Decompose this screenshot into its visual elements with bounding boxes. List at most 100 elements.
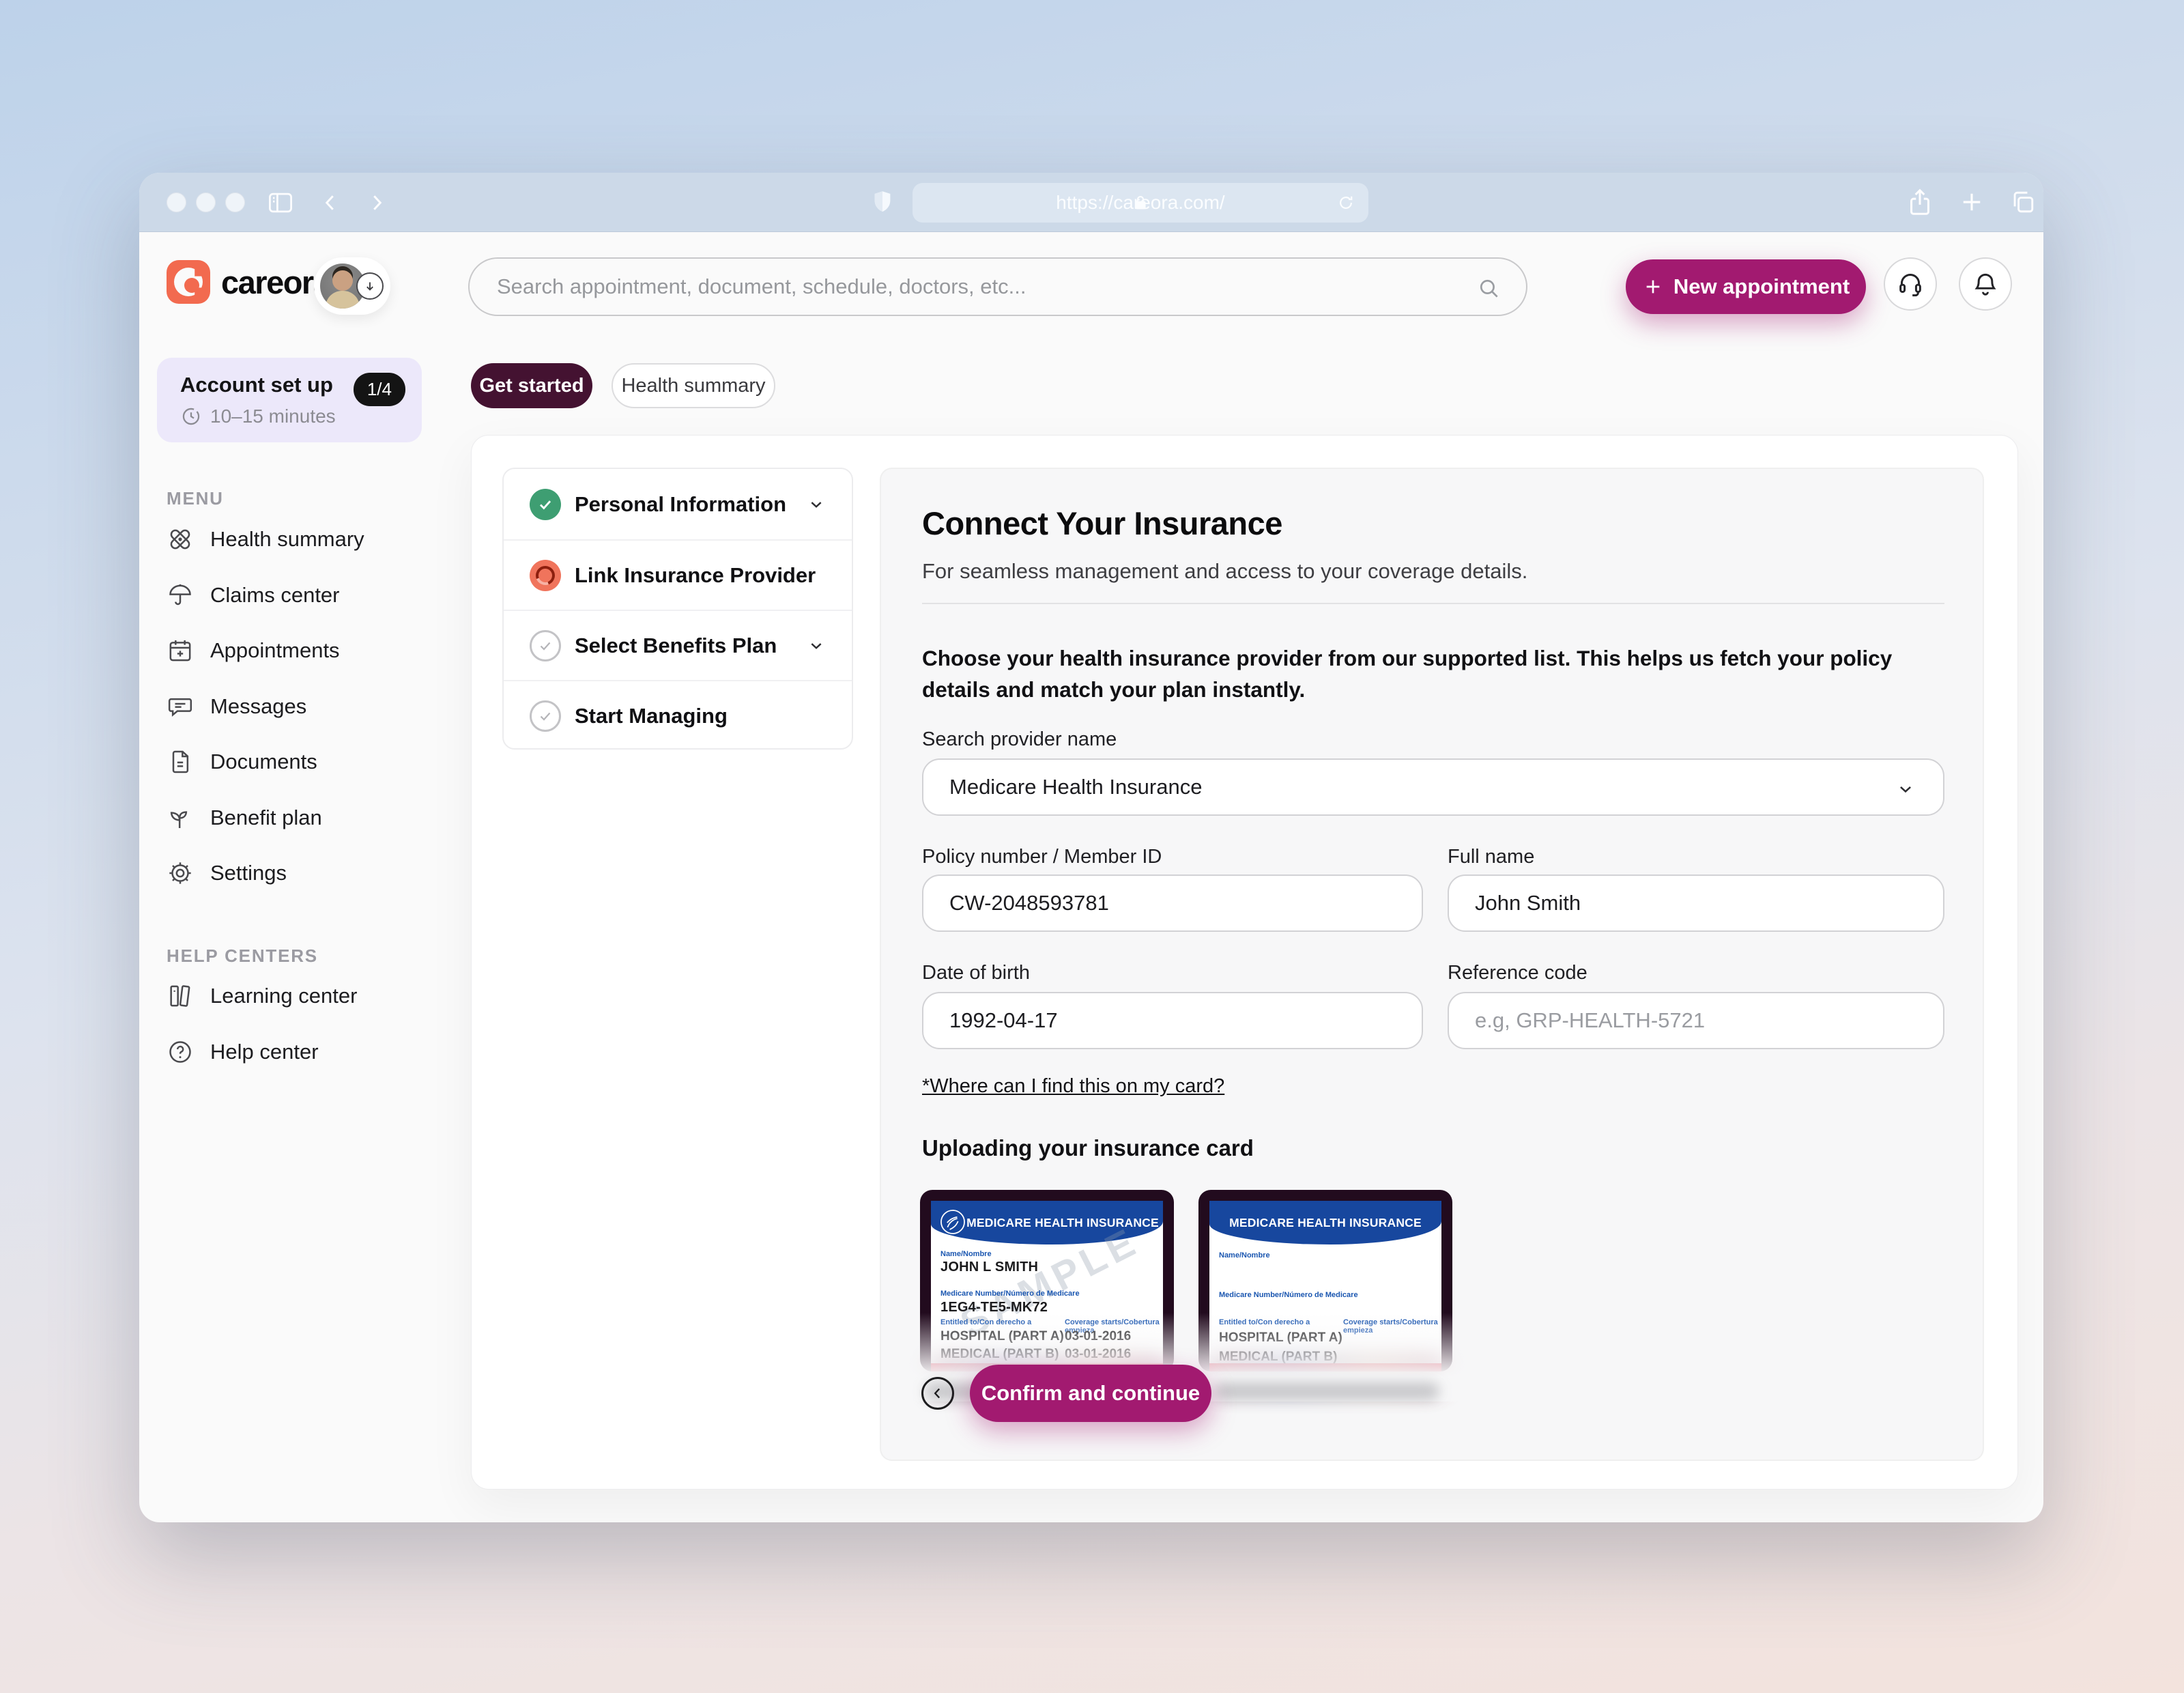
chevron-down-icon [1900, 786, 1911, 793]
form-subtitle: For seamless management and access to yo… [922, 559, 1528, 583]
new-appointment-label: New appointment [1673, 274, 1850, 298]
account-setup-card[interactable]: Account set up 1/4 10–15 minutes [157, 358, 422, 442]
browser-window: https://careora.com/ careora Search appo… [139, 173, 2043, 1522]
card-name-value: JOHN L SMITH [940, 1260, 1039, 1275]
hhs-eagle-icon [940, 1210, 965, 1234]
tab-label: Get started [479, 374, 584, 397]
back-step-button[interactable] [921, 1377, 954, 1410]
provider-select-value: Medicare Health Insurance [949, 775, 1203, 799]
bell-icon [1974, 273, 1996, 296]
plus-icon [1646, 280, 1660, 294]
sidebar-item-documents[interactable]: Documents [167, 735, 426, 789]
search-icon [1480, 279, 1498, 298]
sidebar-item-label: Help center [210, 1040, 319, 1064]
sidebar-item-label: Appointments [210, 638, 340, 662]
step-link-insurance-provider[interactable]: Link Insurance Provider [504, 539, 852, 610]
brand-logo-icon [167, 260, 210, 304]
refresh-icon[interactable] [1336, 193, 1356, 213]
help-section-label: HELP CENTERS [167, 945, 318, 966]
step-todo-icon [530, 629, 561, 661]
provider-select[interactable]: Medicare Health Insurance [922, 758, 1944, 816]
sidebar-item-label: Messages [210, 694, 307, 718]
notifications-button[interactable] [1959, 257, 2012, 311]
policy-number-label: Policy number / Member ID [922, 846, 1162, 868]
tab-health-summary[interactable]: Health summary [612, 363, 775, 408]
chevron-left-icon [934, 1388, 940, 1399]
step-label: Link Insurance Provider [575, 563, 816, 587]
sidebar-item-help-center[interactable]: Help center [167, 1025, 426, 1079]
global-search-input[interactable]: Search appointment, document, schedule, … [468, 257, 1527, 316]
step-label: Personal Information [575, 492, 787, 516]
reference-code-label: Reference code [1448, 962, 1587, 984]
brand-logo-text: careora [221, 264, 331, 300]
profile-caret-button[interactable] [356, 272, 384, 300]
tab-overview-icon[interactable] [2008, 187, 2038, 217]
medicare-card-title: MEDICARE HEALTH INSURANCE [966, 1215, 1159, 1229]
medicare-card-title: MEDICARE HEALTH INSURANCE [1229, 1215, 1422, 1229]
shield-icon[interactable] [868, 188, 897, 216]
card-number-value: 1EG4-TE5-MK72 [940, 1300, 1048, 1315]
dob-field[interactable] [922, 992, 1423, 1049]
chevron-down-icon[interactable] [805, 635, 827, 657]
traffic-light-minimize[interactable] [196, 193, 216, 212]
confirm-continue-label: Confirm and continue [981, 1381, 1201, 1405]
check-icon [539, 500, 551, 509]
menu-section-label: MENU [167, 488, 224, 509]
confirm-continue-button[interactable]: Confirm and continue [970, 1365, 1211, 1422]
full-name-field[interactable] [1448, 874, 1944, 932]
form-title: Connect Your Insurance [922, 505, 1282, 541]
lock-icon [1135, 195, 1146, 210]
chat-icon [168, 698, 192, 717]
sidebar-item-label: Settings [210, 861, 287, 885]
sidebar-item-learning-center[interactable]: Learning center [167, 969, 426, 1023]
sidebar-item-label: Documents [210, 750, 317, 773]
chevron-down-icon[interactable] [805, 494, 827, 515]
clock-icon [182, 408, 200, 425]
tab-label: Health summary [621, 374, 766, 397]
sidebar-item-benefit-plan[interactable]: Benefit plan [167, 791, 426, 845]
step-select-benefits-plan[interactable]: Select Benefits Plan [504, 610, 852, 680]
check-icon [540, 642, 551, 651]
form-instruction: Choose your health insurance provider fr… [922, 646, 1893, 702]
step-active-icon [530, 559, 561, 591]
step-personal-information[interactable]: Personal Information [504, 469, 852, 539]
support-button[interactable] [1884, 257, 1937, 311]
onboarding-panel: Personal Information Link Insurance Prov… [471, 435, 2018, 1490]
profile-menu[interactable] [314, 257, 390, 315]
step-start-managing[interactable]: Start Managing [504, 680, 852, 748]
share-icon[interactable] [1904, 186, 1936, 218]
plant-icon [170, 811, 188, 828]
reference-code-field[interactable] [1448, 992, 1944, 1049]
traffic-light-zoom[interactable] [225, 193, 245, 212]
traffic-light-close[interactable] [167, 193, 186, 212]
umbrella-icon [169, 584, 191, 606]
headset-icon [1899, 274, 1921, 297]
back-icon[interactable] [318, 190, 343, 215]
url-bar[interactable]: https://careora.com/ [913, 183, 1368, 223]
card-hint-link[interactable]: *Where can I find this on my card? [922, 1075, 1225, 1097]
forward-icon[interactable] [364, 190, 389, 215]
sidebar-item-health-summary[interactable]: Health summary [167, 512, 426, 567]
sidebar-item-label: Claims center [210, 583, 340, 607]
policy-number-field[interactable] [922, 874, 1423, 932]
new-tab-icon[interactable] [1957, 188, 1986, 216]
sidebar-item-claims-center[interactable]: Claims center [167, 568, 426, 623]
connect-insurance-form: Connect Your Insurance For seamless mana… [880, 468, 1984, 1461]
divider [922, 603, 1944, 604]
browser-chrome: https://careora.com/ [139, 173, 2043, 232]
bandage-icon [170, 529, 190, 550]
brand-logo[interactable]: careora [167, 260, 331, 304]
sidebar-toggle-icon[interactable] [265, 188, 296, 218]
step-done-icon [530, 488, 561, 520]
new-appointment-button[interactable]: New appointment [1626, 259, 1866, 314]
sidebar-item-label: Benefit plan [210, 806, 322, 829]
tab-get-started[interactable]: Get started [471, 363, 592, 408]
medicare-card-header: MEDICARE HEALTH INSURANCE [1209, 1201, 1441, 1244]
sidebar-item-settings[interactable]: Settings [167, 846, 426, 900]
blurred-caption [1214, 1382, 1439, 1400]
sidebar-item-appointments[interactable]: Appointments [167, 623, 426, 678]
sidebar-item-messages[interactable]: Messages [167, 679, 426, 734]
card-number-label: Medicare Number/Número de Medicare [940, 1290, 1080, 1298]
step-label: Select Benefits Plan [575, 633, 777, 657]
upload-section-title: Uploading your insurance card [922, 1135, 1254, 1161]
